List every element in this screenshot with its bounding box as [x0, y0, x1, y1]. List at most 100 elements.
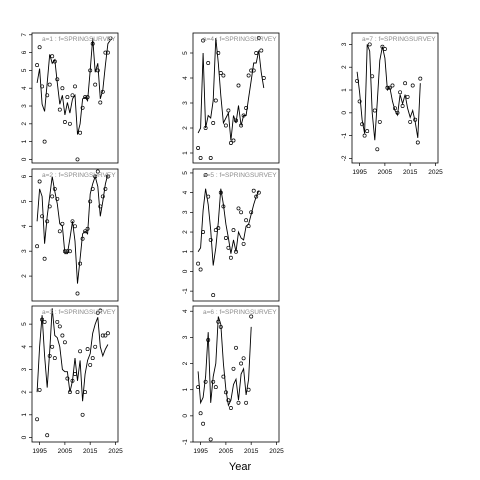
- y-tick-label: 2: [21, 274, 28, 278]
- data-point: [203, 126, 208, 130]
- data-point: [201, 38, 206, 43]
- data-point: [103, 186, 108, 191]
- panel-label: a=2 : f=SPRINGSURVEY: [42, 172, 116, 179]
- panel-3: a=3 : f=SPRINGSURVEY 0 1 2 3 4 5 1995 2005 2015 20…: [21, 305, 123, 455]
- data-point: [256, 36, 261, 40]
- y-tick-label: 1: [341, 88, 348, 92]
- data-point: [103, 333, 108, 338]
- fitted-line: [197, 37, 265, 141]
- data-point: [100, 333, 105, 338]
- data-point: [208, 237, 213, 242]
- data-point: [47, 204, 52, 209]
- data-point: [198, 156, 203, 160]
- y-tick-label: 4: [21, 345, 28, 349]
- panel-label: a=7 : f=SPRINGSURVEY: [362, 36, 436, 43]
- y-tick-label: 3: [21, 367, 28, 371]
- data-point: [226, 245, 231, 250]
- data-point: [95, 169, 100, 174]
- panel-2: a=2 : f=SPRINGSURVEY 2 3 4 5 6: [21, 168, 119, 302]
- data-point: [231, 366, 236, 371]
- data-point: [196, 146, 201, 150]
- data-point: [88, 199, 93, 204]
- data-point: [47, 82, 52, 87]
- data-point: [405, 94, 410, 99]
- y-tick-label: 3: [21, 249, 28, 253]
- data-point: [73, 84, 77, 89]
- fitted-line: [36, 173, 109, 284]
- x-tick-label: 2025: [269, 448, 284, 455]
- data-point: [75, 291, 80, 296]
- data-point: [73, 224, 77, 229]
- data-point: [244, 218, 249, 223]
- data-point: [83, 229, 88, 234]
- data-point: [249, 68, 254, 73]
- data-point: [67, 121, 72, 126]
- y-tick-label: 6: [21, 50, 28, 54]
- data-point: [75, 157, 80, 162]
- y-tick-label: 2: [21, 122, 28, 126]
- x-tick-label: 2005: [378, 169, 393, 176]
- data-point: [98, 308, 103, 313]
- data-point: [105, 50, 110, 55]
- data-point: [213, 228, 218, 233]
- data-point: [398, 90, 403, 95]
- data-point: [221, 73, 226, 78]
- panel-5: a=5 : f=SPRINGSURVEY -1 0 1 2 3 4 5: [182, 168, 280, 302]
- data-point: [213, 98, 218, 103]
- data-point: [201, 230, 206, 234]
- y-tick-label: -1: [341, 132, 348, 138]
- y-tick-label: 0: [182, 269, 189, 273]
- data-point: [206, 61, 211, 65]
- panel-label: a=4 : f=SPRINGSURVEY: [203, 36, 277, 43]
- data-point: [206, 194, 211, 199]
- data-point: [211, 379, 216, 384]
- panels-group: a=1 : f=SPRINGSURVEY 0 1 2 3 4 5 6 7 a=2 : f=SPRI…: [21, 32, 443, 455]
- data-point: [85, 95, 90, 100]
- data-point: [70, 93, 75, 98]
- data-point: [208, 156, 213, 160]
- data-point: [239, 210, 244, 215]
- data-point: [203, 172, 208, 177]
- data-point: [251, 68, 256, 73]
- data-point: [380, 44, 385, 49]
- y-tick-label: 2: [21, 390, 28, 394]
- data-point: [239, 361, 244, 366]
- data-point: [223, 390, 228, 395]
- data-point: [45, 219, 50, 224]
- y-tick-label: 2: [341, 65, 348, 69]
- data-point: [249, 314, 254, 319]
- y-tick-label: 1: [21, 413, 28, 417]
- data-point: [246, 224, 251, 229]
- data-point: [65, 95, 70, 100]
- data-point: [375, 147, 380, 152]
- data-point: [70, 378, 75, 383]
- data-point: [223, 236, 228, 240]
- data-point: [108, 36, 113, 41]
- data-point: [42, 139, 47, 144]
- data-point: [403, 81, 408, 86]
- y-tick-label: 4: [182, 309, 189, 313]
- data-point: [65, 376, 70, 381]
- data-point: [78, 130, 83, 135]
- panel-frame: [192, 168, 280, 302]
- x-tick-label: 2025: [428, 169, 443, 176]
- data-point: [241, 356, 246, 361]
- data-point: [67, 390, 72, 395]
- data-point: [40, 317, 45, 322]
- fitted-line: [197, 316, 252, 407]
- data-point: [83, 390, 88, 395]
- data-point: [93, 174, 98, 179]
- data-point: [206, 338, 211, 342]
- data-point: [40, 84, 45, 89]
- data-point: [52, 186, 57, 191]
- data-point: [234, 249, 238, 254]
- data-point: [52, 59, 57, 64]
- data-point: [45, 93, 50, 98]
- data-point: [198, 411, 203, 416]
- data-point: [57, 324, 62, 329]
- data-point: [236, 83, 241, 88]
- data-point: [78, 349, 83, 354]
- data-point: [37, 45, 42, 50]
- y-tick-label: 2: [182, 126, 189, 130]
- panel-label: a=3 : f=SPRINGSURVEY: [42, 309, 116, 316]
